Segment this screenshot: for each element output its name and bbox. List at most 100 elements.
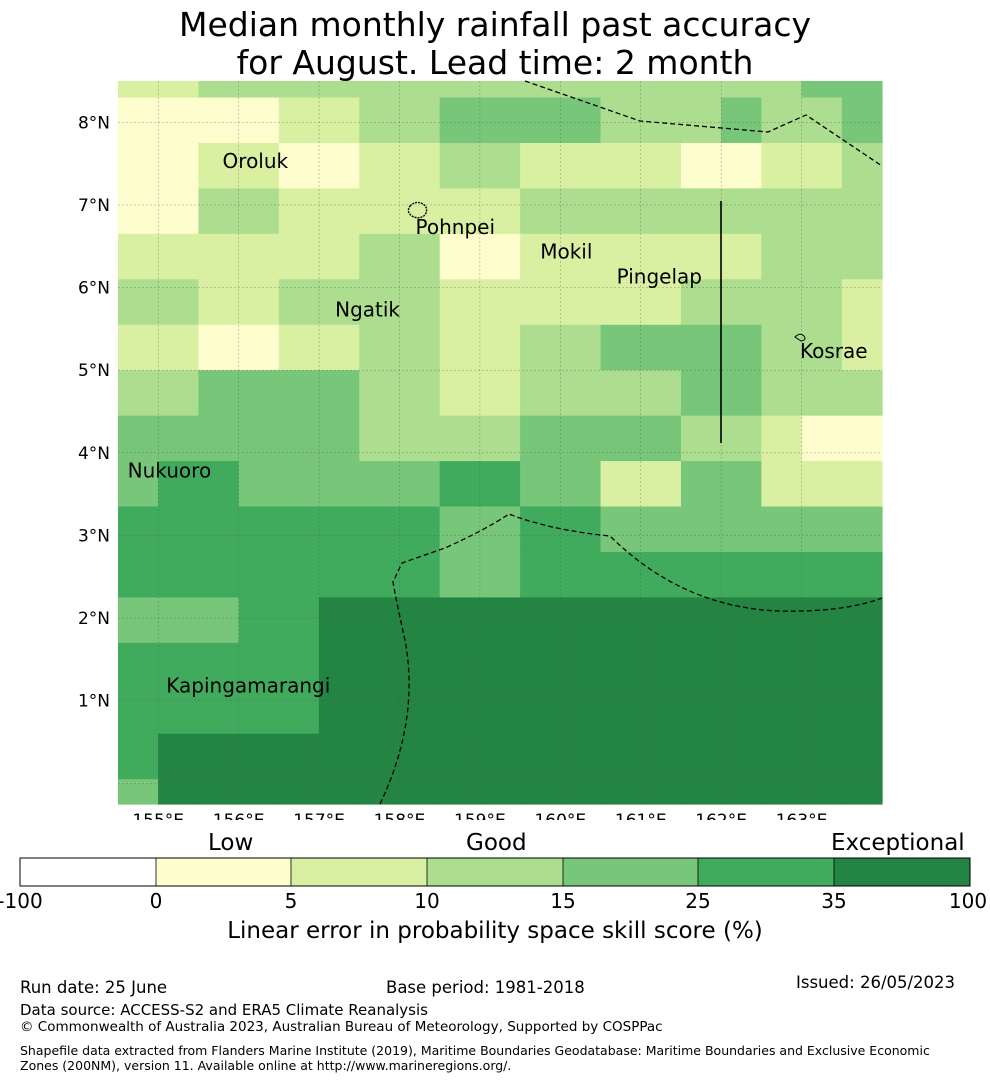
grid-cell xyxy=(600,597,642,644)
grid-cell xyxy=(841,279,883,326)
grid-cell xyxy=(118,81,159,99)
grid-cell xyxy=(479,597,521,644)
grid-cell xyxy=(439,461,481,508)
place-label-mokil: Mokil xyxy=(540,240,592,264)
grid-cell xyxy=(399,233,441,280)
grid-cell xyxy=(158,597,200,644)
grid-cell xyxy=(560,597,602,644)
grid-cell xyxy=(600,188,642,235)
grid-cell xyxy=(118,597,159,644)
grid-cell xyxy=(439,506,481,553)
grid-cell xyxy=(801,97,843,144)
grid-cell xyxy=(359,415,401,462)
grid-cell xyxy=(238,597,280,644)
grid-cell xyxy=(359,642,401,689)
grid-cell xyxy=(761,97,803,144)
grid-cell xyxy=(399,597,441,644)
pohnpei-island xyxy=(407,201,428,219)
grid-cell xyxy=(118,97,159,144)
grid-cell xyxy=(680,233,722,280)
grid-cell xyxy=(680,551,722,599)
grid-cell xyxy=(479,324,521,371)
grid-cell xyxy=(841,188,883,235)
colorbar-segment xyxy=(291,858,427,886)
grid-cell xyxy=(801,688,843,735)
grid-cell xyxy=(399,279,441,326)
grid-cell xyxy=(560,642,602,689)
grid-cell xyxy=(439,97,481,144)
grid-cell xyxy=(198,233,240,280)
grid-cell xyxy=(359,97,401,144)
grid-cell xyxy=(520,188,561,235)
grid-cell xyxy=(439,733,481,780)
grid-cell xyxy=(600,324,642,371)
grid-cell xyxy=(560,142,602,190)
grid-cell xyxy=(238,506,280,553)
grid-cell xyxy=(841,642,883,689)
grid-cell xyxy=(359,461,401,508)
grid-cell xyxy=(319,597,360,644)
grid-cell xyxy=(721,779,762,805)
grid-cell xyxy=(721,642,762,689)
grid-cell xyxy=(198,415,240,462)
grid-cell xyxy=(118,370,159,417)
grid-cell xyxy=(238,188,280,235)
colorbar-tick: -100 xyxy=(0,889,43,913)
grid-cell xyxy=(278,506,320,553)
grid-cell xyxy=(319,779,360,805)
grid-cell xyxy=(680,597,722,644)
grid-cell xyxy=(761,461,803,508)
colorbar-segment xyxy=(698,858,834,886)
grid-cell xyxy=(479,461,521,508)
grid-cell xyxy=(640,597,682,644)
lat-tick-label: 2°N xyxy=(78,609,110,629)
grid-cell xyxy=(680,642,722,689)
grid-cell xyxy=(560,324,602,371)
grid-cell xyxy=(600,688,642,735)
grid-cell xyxy=(640,415,682,462)
grid-cell xyxy=(198,97,240,144)
grid-cell xyxy=(238,642,280,689)
grid-cell xyxy=(399,642,441,689)
grid-cell xyxy=(479,97,521,144)
grid-cell xyxy=(520,688,561,735)
grid-cell xyxy=(278,779,320,805)
grid-cell xyxy=(640,188,682,235)
grid-cell xyxy=(479,506,521,553)
grid-cell xyxy=(600,97,642,144)
run-date: Run date: 25 June xyxy=(20,978,168,997)
lat-tick-label: 6°N xyxy=(78,279,110,299)
grid-cell xyxy=(198,279,240,326)
grid-cell xyxy=(841,506,883,553)
grid-cell xyxy=(319,688,360,735)
lon-tick-label: 163°E xyxy=(776,811,828,820)
grid-cell xyxy=(479,370,521,417)
grid-cell xyxy=(399,370,441,417)
grid-cell xyxy=(278,370,320,417)
grid-cell xyxy=(680,81,722,99)
issued-date: Issued: 26/05/2023 xyxy=(796,973,956,992)
grid-cell xyxy=(520,733,561,780)
grid-cell xyxy=(801,461,843,508)
grid-cell xyxy=(761,688,803,735)
grid-cell xyxy=(761,506,803,553)
grid-cell xyxy=(640,97,682,144)
grid-cell xyxy=(560,188,602,235)
grid-cell xyxy=(801,142,843,190)
grid-cell xyxy=(801,415,843,462)
grid-cell xyxy=(319,81,360,99)
grid-cell xyxy=(319,642,360,689)
grid-cell xyxy=(198,142,240,190)
grid-cell xyxy=(600,551,642,599)
lon-tick-label: 159°E xyxy=(454,811,506,820)
grid-cell xyxy=(319,415,360,462)
base-period: Base period: 1981-2018 xyxy=(386,978,585,997)
grid-cell xyxy=(520,415,561,462)
grid-cell xyxy=(600,142,642,190)
grid-cell xyxy=(680,506,722,553)
grid-cell xyxy=(801,370,843,417)
grid-cell xyxy=(399,97,441,144)
grid-cell xyxy=(721,733,762,780)
grid-cell xyxy=(640,779,682,805)
grid-cell xyxy=(359,324,401,371)
